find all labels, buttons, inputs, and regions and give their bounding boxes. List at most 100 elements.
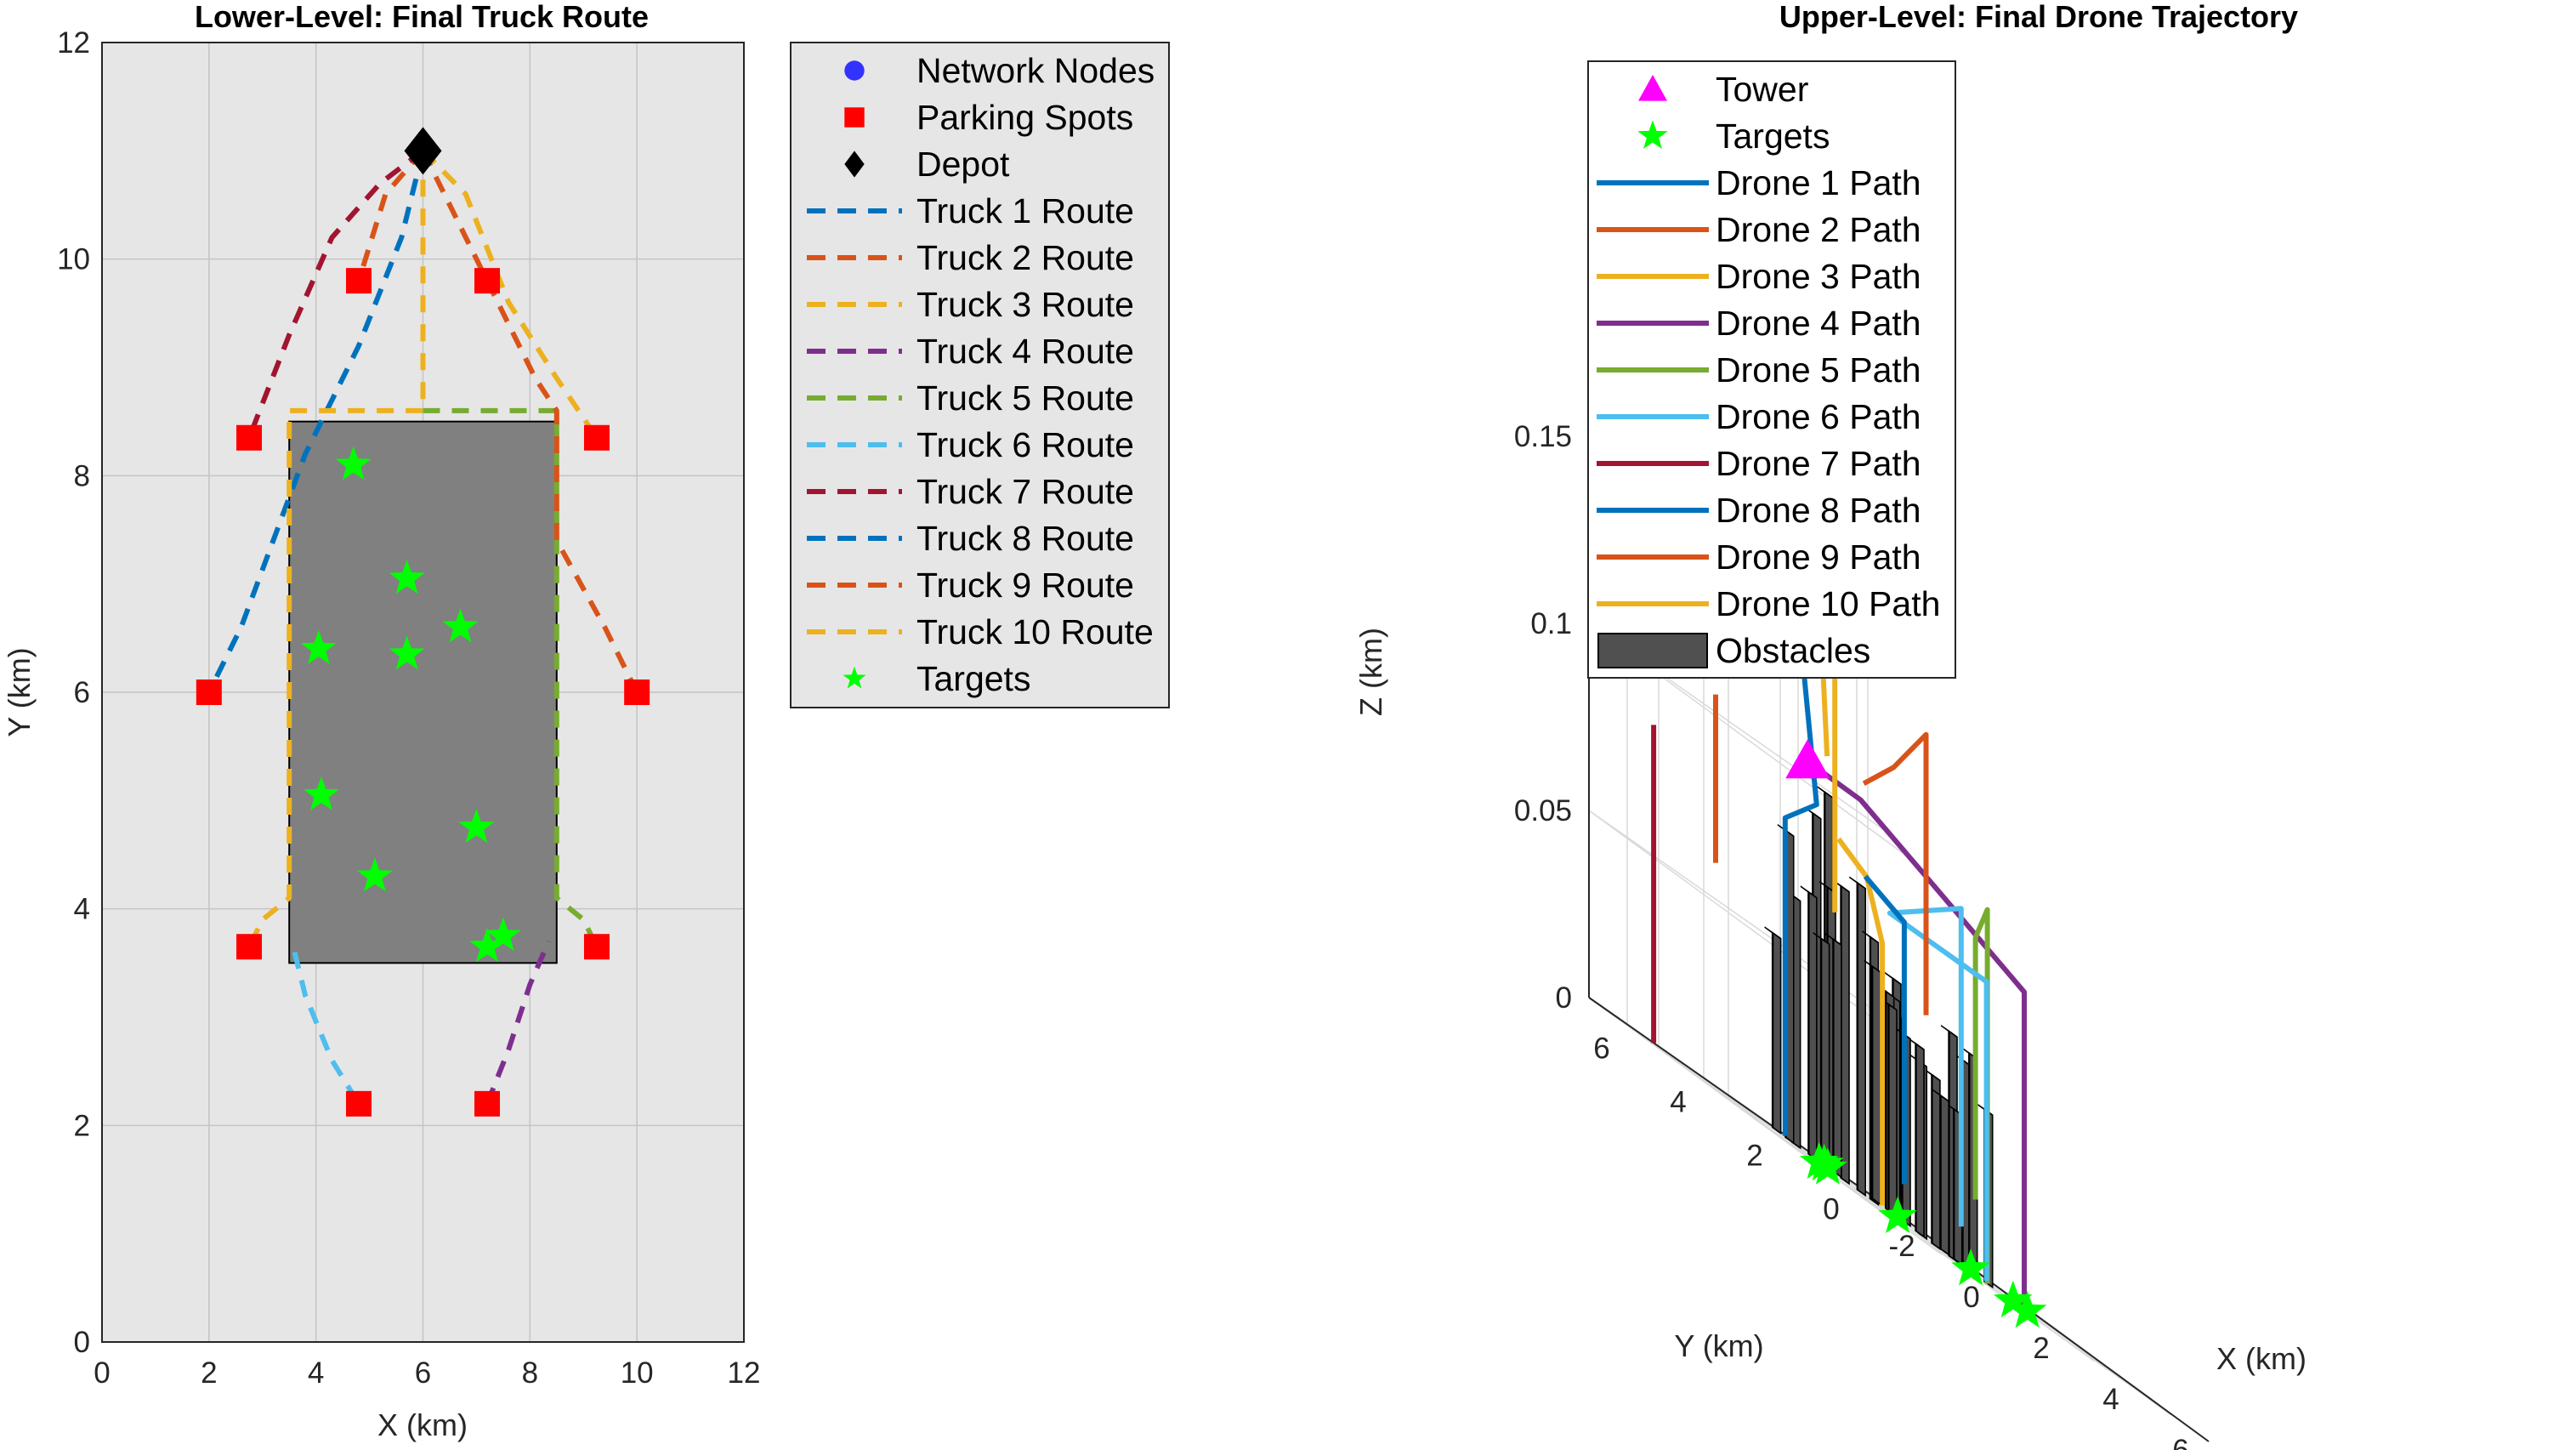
parking-spot-marker	[583, 934, 610, 960]
parking-spot-marker	[346, 1090, 372, 1117]
truck-route-7	[247, 148, 425, 439]
drone-x-tick-label: 0	[1963, 1281, 1979, 1314]
truck-plot-title: Lower-Level: Final Truck Route	[195, 0, 649, 34]
truck-route-2	[356, 149, 425, 281]
drone-legend-label: Drone 1 Path	[1716, 163, 1921, 202]
obstacle-top	[1800, 885, 1818, 899]
truck-route-1	[207, 150, 426, 694]
obstacle-top	[1932, 1089, 1949, 1102]
truck-y-tick-label: 12	[57, 26, 90, 60]
truck-legend-label: Truck 10 Route	[916, 612, 1154, 651]
truck-x-tick-label: 8	[522, 1356, 538, 1390]
drone-y-tick-label: 4	[1670, 1086, 1686, 1119]
parking-spot-marker	[236, 424, 263, 451]
drone-target-star	[1878, 1196, 1917, 1233]
truck-route-plot: Lower-Level: Final Truck Route 0 2 4 6 8 10 12…	[2, 0, 1170, 1442]
drone-legend-label: Drone 2 Path	[1716, 210, 1921, 249]
drone-legend-label: Obstacles	[1716, 631, 1870, 670]
truck-x-tick-label: 4	[308, 1356, 324, 1390]
drone-legend-label: Drone 9 Path	[1716, 537, 1921, 577]
obstacle-top	[1940, 1025, 1958, 1038]
target-star	[442, 608, 479, 643]
drone-legend-label: Targets	[1716, 117, 1830, 156]
truck-legend-label: Truck 7 Route	[916, 472, 1134, 511]
truck-y-axis-label: Y (km)	[2, 647, 37, 736]
drone-plot-title: Upper-Level: Final Drone Trajectory	[1779, 0, 2298, 34]
truck-x-tick-label: 10	[621, 1356, 654, 1390]
target-star	[389, 560, 425, 594]
drone-trajectory-plot: Upper-Level: Final Drone Trajectory -2 0 2…	[1353, 0, 2306, 1450]
truck-y-tick-label: 0	[74, 1326, 90, 1359]
drone-y-axis-label: Y (km)	[1674, 1328, 1763, 1363]
truck-x-tick-label: 0	[94, 1356, 110, 1390]
depot-marker	[404, 127, 442, 175]
tower-triangle	[1785, 739, 1830, 779]
obstacle-front	[1857, 881, 1866, 1197]
truck-legend-marker	[844, 107, 865, 128]
drone-legend-label: Drone 10 Path	[1716, 584, 1940, 623]
drone-y-tick-label: 0	[1823, 1193, 1839, 1226]
drone-x-tick-label: 6	[2172, 1434, 2188, 1450]
parking-spot-marker	[474, 268, 500, 294]
target-star	[469, 928, 505, 962]
obstacle-front	[1871, 964, 1881, 1206]
drone-legend-label: Drone 4 Path	[1716, 304, 1921, 343]
wall-grid-z	[1588, 810, 1904, 1041]
drone-y-tick-label: 6	[1593, 1032, 1609, 1066]
obstacle-top	[1861, 930, 1879, 944]
truck-legend-label: Depot	[916, 145, 1010, 184]
truck-y-ticks: 0 2 4 6 8 10 12	[57, 26, 90, 1359]
obstacle-front	[1940, 1094, 1949, 1256]
obstacle-top	[1864, 959, 1881, 973]
drone-z-tick-label: 0.1	[1530, 607, 1572, 640]
truck-route-5	[423, 407, 599, 948]
parking-spot-marker	[346, 268, 372, 294]
drone-legend-label: Tower	[1716, 70, 1808, 109]
parking-spot-marker	[474, 1090, 500, 1117]
truck-legend-label: Truck 8 Route	[916, 519, 1134, 558]
obstacle-top	[1813, 932, 1830, 945]
truck-targets	[300, 446, 521, 962]
obstacle-front	[1888, 1003, 1898, 1218]
truck-x-tick-label: 2	[201, 1356, 217, 1390]
depot-diamond	[404, 127, 442, 175]
truck-legend-label: Truck 9 Route	[916, 566, 1134, 605]
truck-x-ticks: 0 2 4 6 8 10 12	[94, 1356, 760, 1390]
obstacle-top	[1884, 972, 1902, 985]
obstacle-top	[1848, 876, 1866, 890]
truck-legend-label: Truck 1 Route	[916, 191, 1134, 230]
parking-spot-marker	[236, 934, 263, 960]
drone-legend-marker	[1637, 120, 1668, 150]
obstacle-front	[1841, 884, 1850, 1186]
drone-z-tick-label: 0.15	[1514, 420, 1572, 453]
drone-target-star	[1951, 1248, 1990, 1286]
parking-spots	[196, 268, 650, 1117]
drone-path-3	[1836, 837, 1886, 1206]
truck-legend-label: Truck 6 Route	[916, 425, 1134, 464]
truck-obstacle-rect	[288, 420, 558, 964]
obstacle-front	[1808, 890, 1818, 1162]
obstacle-top	[1764, 926, 1782, 940]
drone-x-tick-label: 2	[2033, 1332, 2049, 1365]
truck-x-tick-label: 6	[415, 1356, 431, 1390]
target-star	[357, 857, 393, 892]
drone-z-tick-label: 0.05	[1514, 794, 1572, 827]
obstacle-front	[1833, 938, 1842, 1179]
truck-legend-label: Truck 3 Route	[916, 285, 1134, 324]
drone-x-tick-label: -2	[1888, 1230, 1915, 1263]
drone-path-8	[1863, 874, 1907, 1185]
target-star	[389, 635, 425, 670]
drone-targets	[1799, 1141, 2047, 1328]
truck-legend-label: Truck 2 Route	[916, 238, 1134, 277]
drone-legend-label: Drone 7 Path	[1716, 444, 1921, 483]
truck-x-axis-label: X (km)	[377, 1407, 468, 1442]
truck-route-9	[420, 149, 639, 694]
drone-path-4	[1806, 759, 2027, 1311]
truck-y-tick-label: 8	[74, 459, 90, 492]
drone-z-axis-label: Z (km)	[1353, 628, 1388, 716]
truck-legend-marker	[844, 60, 865, 81]
obstacle-top	[1816, 785, 1834, 799]
drone-z-tick-label: 0	[1556, 981, 1572, 1015]
parking-spot-marker	[624, 680, 650, 705]
truck-legend-label: Network Nodes	[916, 51, 1155, 90]
